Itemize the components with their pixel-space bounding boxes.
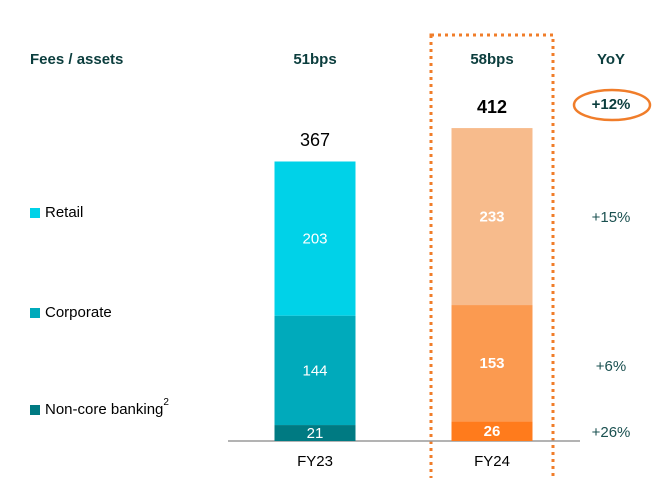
legend-swatch <box>30 208 40 218</box>
highlight-box <box>429 33 555 478</box>
legend-footnote: 2 <box>163 397 169 408</box>
yoy-label: +26% <box>592 424 631 441</box>
bar-segment <box>274 425 356 441</box>
legend-label: Non-core banking2 <box>45 397 169 418</box>
legend-label: Corporate <box>45 304 112 321</box>
legend-swatch <box>30 405 40 415</box>
total-label: 412 <box>477 97 507 117</box>
header-label: 51bps <box>293 51 336 68</box>
data-label: 26 <box>484 423 501 440</box>
data-label: 203 <box>302 231 327 248</box>
bar-segment <box>451 421 533 441</box>
x-tick-label: FY23 <box>297 453 333 470</box>
yoy-label: +15% <box>592 209 631 226</box>
legend-label: Retail <box>45 204 83 221</box>
data-label: 233 <box>479 209 504 226</box>
header-label: 58bps <box>470 51 513 68</box>
x-tick-label: FY24 <box>474 453 510 470</box>
legend-name: Corporate <box>45 304 112 321</box>
header-label: YoY <box>597 51 625 68</box>
bar-segment <box>451 305 533 422</box>
data-label: 21 <box>307 425 324 442</box>
yoy-label: +6% <box>596 358 626 375</box>
data-label: 153 <box>479 355 504 372</box>
total-label: 367 <box>300 130 330 150</box>
legend-swatch <box>30 308 40 318</box>
header-label: Fees / assets <box>30 51 123 68</box>
bar-segment <box>451 128 533 306</box>
highlight-ellipse <box>572 88 652 122</box>
yoy-total: +12% <box>592 96 631 113</box>
bar-segment <box>274 161 356 316</box>
legend-name: Non-core banking <box>45 401 163 418</box>
bar-segment <box>274 315 356 426</box>
legend-name: Retail <box>45 204 83 221</box>
data-label: 144 <box>302 362 327 379</box>
